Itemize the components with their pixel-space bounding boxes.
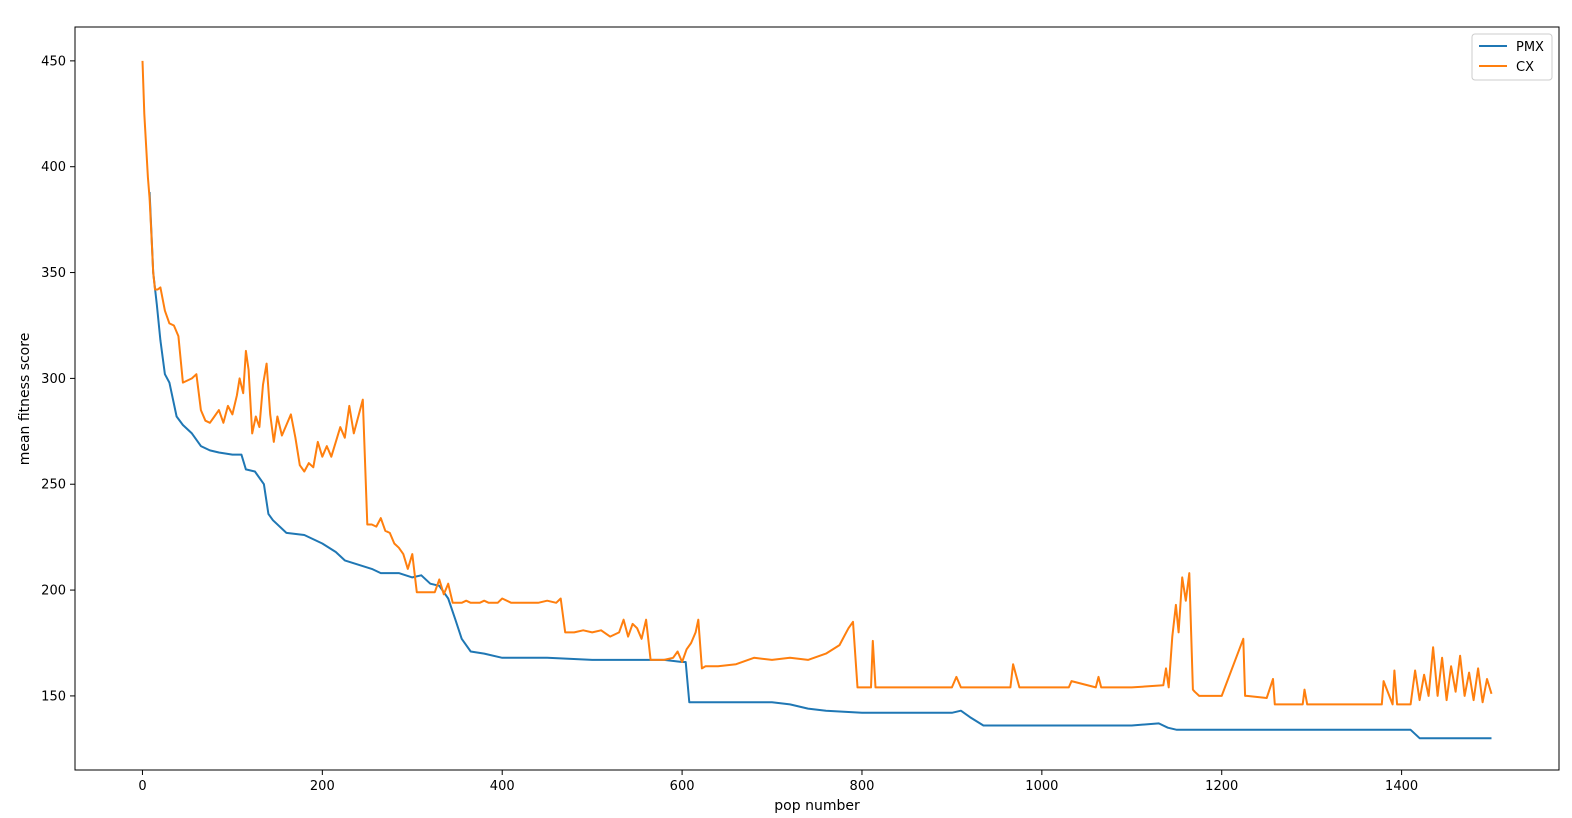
- y-tick-label: 250: [41, 478, 66, 493]
- y-tick-label: 350: [41, 266, 66, 281]
- series-line-cx: [141, 60, 1493, 706]
- y-axis-label: mean fitness score: [17, 333, 33, 466]
- x-tick-label: 200: [310, 779, 335, 794]
- x-tick-label: 800: [850, 779, 875, 794]
- y-tick-label: 400: [41, 160, 66, 175]
- legend-label-pmx: PMX: [1516, 40, 1544, 55]
- plot-frame: [74, 26, 1560, 771]
- series-line-pmx: [148, 192, 1492, 740]
- y-axis-ticks: 150 200 250 300 350 400 450: [41, 54, 75, 704]
- y-tick-label: 300: [41, 372, 66, 387]
- x-tick-label: 1000: [1025, 779, 1058, 794]
- y-tick-label: 150: [41, 689, 66, 704]
- legend-label-cx: CX: [1516, 60, 1534, 75]
- x-tick-label: 1400: [1385, 779, 1418, 794]
- x-tick-label: 600: [670, 779, 695, 794]
- y-tick-label: 450: [41, 54, 66, 69]
- y-tick-label: 200: [41, 584, 66, 599]
- plot-lines: [141, 60, 1493, 740]
- x-tick-label: 1200: [1205, 779, 1238, 794]
- x-tick-label: 400: [490, 779, 515, 794]
- x-axis-label: pop number: [774, 798, 860, 814]
- x-axis-ticks: 0 200 400 600 800 1000 1200 1400: [138, 770, 1418, 794]
- legend: PMX CX: [1471, 33, 1553, 81]
- x-tick-label: 0: [138, 779, 146, 794]
